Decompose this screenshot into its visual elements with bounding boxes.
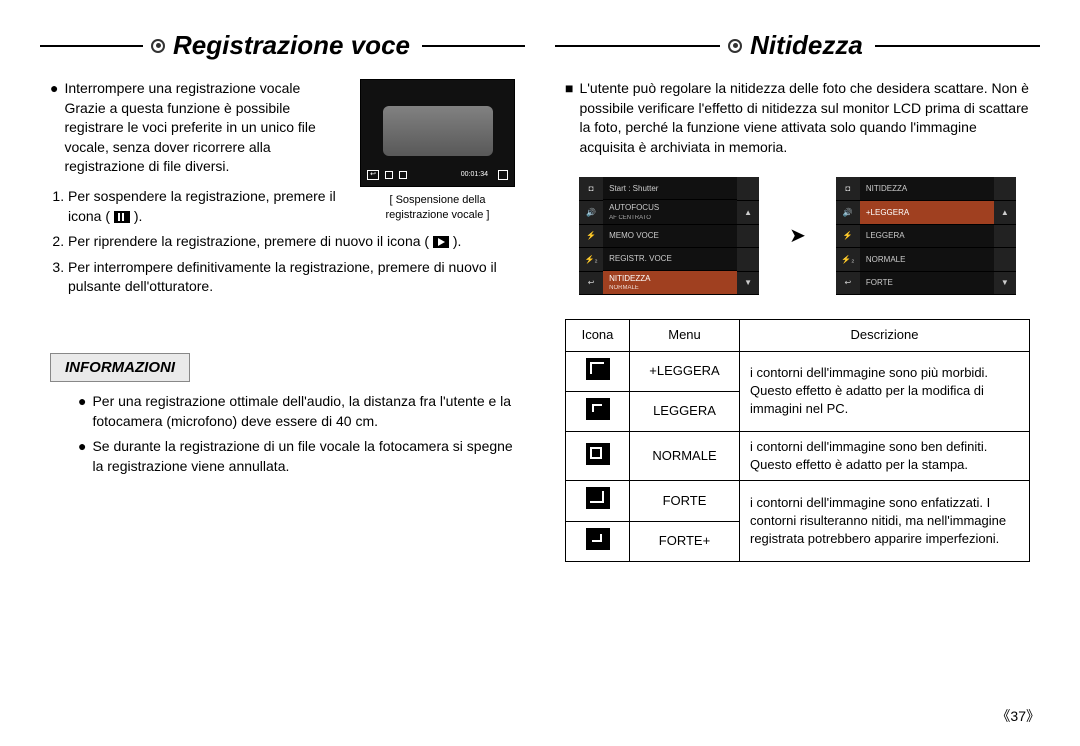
back-icon: ↩ bbox=[579, 272, 603, 296]
info-item: ● Se durante la registrazione di un file… bbox=[78, 437, 515, 476]
microphone-graphic-icon bbox=[383, 106, 493, 156]
left-column: Registrazione voce ↩ 00:01:34 [ Sospensi bbox=[40, 30, 525, 562]
voice-screenshot: ↩ 00:01:34 [ Sospensione della registraz… bbox=[360, 79, 515, 224]
down-icon: ▼ bbox=[737, 272, 759, 296]
section-header-sharpness: Nitidezza bbox=[555, 30, 1040, 61]
right-column: Nitidezza ■ L'utente può regolare la nit… bbox=[555, 30, 1040, 562]
rec-indicator-icon bbox=[498, 170, 508, 180]
sharpness-icon bbox=[586, 398, 610, 420]
th-desc: Descrizione bbox=[740, 320, 1030, 351]
arrow-icon: ➤ bbox=[789, 222, 806, 250]
menu-head: Start : Shutter bbox=[603, 177, 737, 200]
flash2-icon: ⚡₂ bbox=[836, 248, 860, 272]
lcd-preview: ↩ 00:01:34 bbox=[360, 79, 515, 187]
sharpness-icon bbox=[586, 528, 610, 550]
header-bullet-icon bbox=[728, 39, 742, 53]
table-header-row: Icona Menu Descrizione bbox=[566, 320, 1030, 351]
info-label: INFORMAZIONI bbox=[50, 353, 190, 382]
menu-screen-1: ◘ 🔊 ⚡ ⚡₂ ↩ Start : Shutter AUTOFOCUSAF C… bbox=[579, 177, 759, 295]
page-number: 《37》 bbox=[996, 706, 1040, 726]
bullet-icon: ■ bbox=[565, 79, 573, 157]
menu-screen-2: ◘ 🔊 ⚡ ⚡₂ ↩ NITIDEZZA +LEGGERA LEGGERA NO… bbox=[836, 177, 1016, 295]
screenshot-caption: [ Sospensione della registrazione vocale… bbox=[360, 193, 515, 224]
intro-body: Grazie a questa funzione è possibile reg… bbox=[64, 99, 348, 177]
table-row: FORTE i contorni dell'immagine sono enfa… bbox=[566, 481, 1030, 521]
down-icon: ▼ bbox=[994, 272, 1016, 296]
flash-icon: ⚡ bbox=[836, 225, 860, 249]
bullet-icon: ● bbox=[78, 437, 86, 476]
step-2: Per riprendere la registrazione, premere… bbox=[68, 232, 515, 252]
sharpness-icon bbox=[586, 358, 610, 380]
info-item: ● Per una registrazione ottimale dell'au… bbox=[78, 392, 515, 431]
stop-mini-icon bbox=[399, 171, 407, 179]
sharpness-table: Icona Menu Descrizione +LEGGERA i contor… bbox=[565, 319, 1030, 561]
sharpness-icon bbox=[586, 487, 610, 509]
back-icon: ↩ bbox=[836, 272, 860, 296]
play-icon bbox=[433, 236, 449, 248]
menu-head: NITIDEZZA bbox=[860, 177, 994, 201]
menu-screens: ◘ 🔊 ⚡ ⚡₂ ↩ Start : Shutter AUTOFOCUSAF C… bbox=[565, 177, 1030, 295]
up-icon: ▲ bbox=[994, 201, 1016, 225]
flash2-icon: ⚡₂ bbox=[579, 248, 603, 272]
bullet-icon: ● bbox=[78, 392, 86, 431]
sharpness-icon bbox=[586, 443, 610, 465]
lcd-timecode: 00:01:34 bbox=[461, 170, 488, 180]
sharpness-content: ■ L'utente può regolare la nitidezza del… bbox=[555, 79, 1040, 562]
section-title: Registrazione voce bbox=[173, 30, 410, 61]
page-layout: Registrazione voce ↩ 00:01:34 [ Sospensi bbox=[40, 30, 1040, 562]
speaker-icon: 🔊 bbox=[836, 201, 860, 225]
th-menu: Menu bbox=[630, 320, 740, 351]
up-icon: ▲ bbox=[737, 201, 759, 225]
intro-bullet: ■ L'utente può regolare la nitidezza del… bbox=[565, 79, 1030, 157]
back-icon: ↩ bbox=[367, 170, 379, 180]
info-box: INFORMAZIONI ● Per una registrazione ott… bbox=[50, 353, 515, 476]
th-icon: Icona bbox=[566, 320, 630, 351]
header-bullet-icon bbox=[151, 39, 165, 53]
intro-bullet: ● Interrompere una registrazione vocale … bbox=[50, 79, 348, 177]
voice-content: ↩ 00:01:34 [ Sospensione della registraz… bbox=[40, 79, 525, 476]
speaker-icon: 🔊 bbox=[579, 201, 603, 225]
intro-text: L'utente può regolare la nitidezza delle… bbox=[579, 79, 1030, 157]
bullet-icon: ● bbox=[50, 79, 58, 177]
step-3: Per interrompere definitivamente la regi… bbox=[68, 258, 515, 297]
section-header-voice: Registrazione voce bbox=[40, 30, 525, 61]
camera-icon: ◘ bbox=[836, 177, 860, 201]
flash-icon: ⚡ bbox=[579, 225, 603, 249]
pause-mini-icon bbox=[385, 171, 393, 179]
intro-heading: Interrompere una registrazione vocale bbox=[64, 79, 348, 99]
camera-icon: ◘ bbox=[579, 177, 603, 201]
section-title: Nitidezza bbox=[750, 30, 863, 61]
pause-icon bbox=[114, 211, 130, 223]
table-row: +LEGGERA i contorni dell'immagine sono p… bbox=[566, 351, 1030, 391]
table-row: NORMALE i contorni dell'immagine sono be… bbox=[566, 431, 1030, 480]
